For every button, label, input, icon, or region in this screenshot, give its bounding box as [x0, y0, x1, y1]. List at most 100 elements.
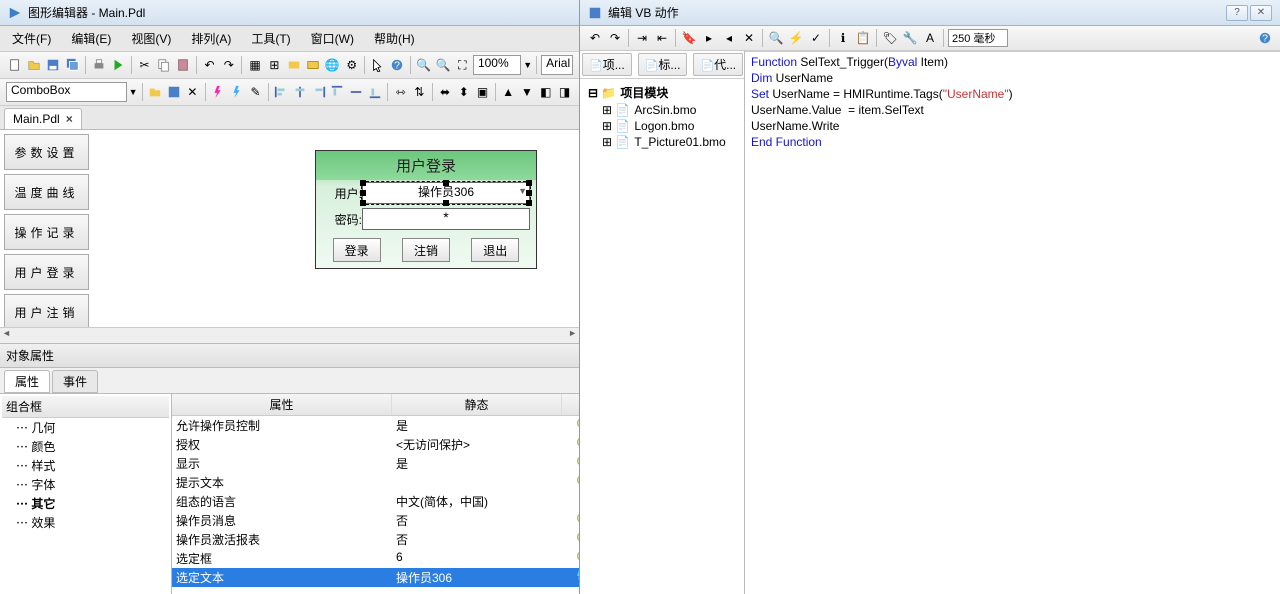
align-m-icon[interactable]	[348, 83, 365, 101]
side-btn-logout[interactable]: 用户注销	[4, 294, 89, 327]
menu-file[interactable]: 文件(F)	[8, 28, 55, 49]
vb-outdent-icon[interactable]: ⇤	[653, 29, 671, 47]
vb-help-icon[interactable]: ?	[1226, 5, 1248, 21]
vb-tab-3[interactable]: 📄代...	[693, 53, 743, 76]
pointer-icon[interactable]	[369, 56, 386, 74]
globe-icon[interactable]: 🌐	[324, 56, 341, 74]
samew-icon[interactable]: ⬌	[437, 83, 454, 101]
login-button[interactable]: 登录	[333, 238, 381, 262]
pw-input[interactable]: *	[362, 208, 530, 230]
vb-tab-1[interactable]: 📄项...	[582, 53, 632, 76]
zoomin-icon[interactable]: 🔍	[415, 56, 432, 74]
object-combo[interactable]: ComboBox	[6, 82, 127, 102]
open-icon[interactable]	[25, 56, 42, 74]
logout-button[interactable]: 注销	[402, 238, 450, 262]
paste-icon[interactable]	[175, 56, 192, 74]
help-icon[interactable]: ?	[389, 56, 406, 74]
menu-edit[interactable]: 编辑(E)	[67, 28, 115, 49]
h-scrollbar[interactable]	[0, 327, 579, 343]
user-combo[interactable]: 操作员306 ▼	[362, 182, 530, 204]
props-row-5[interactable]: 操作员消息否	[172, 511, 579, 530]
tab-main[interactable]: Main.Pdl ×	[4, 108, 82, 129]
vb-bm-next-icon[interactable]: ▸	[700, 29, 718, 47]
del-icon[interactable]: ✕	[184, 83, 201, 101]
tree-item-3[interactable]: ⊞ 📄 T_Picture01.bmo	[584, 134, 740, 150]
sameh-icon[interactable]: ⬍	[455, 83, 472, 101]
timeout-box[interactable]: 250 毫秒	[948, 29, 1008, 47]
print-icon[interactable]	[90, 56, 107, 74]
tree-root[interactable]: ⊟ 📁 项目模块	[584, 83, 740, 102]
tree-item-1[interactable]: ⊞ 📄 ArcSin.bmo	[584, 102, 740, 118]
tree-node-0[interactable]: ⋯ 几何	[2, 418, 169, 437]
side-btn-temp[interactable]: 温度曲线	[4, 174, 89, 210]
tree-node-4[interactable]: ⋯ 其它	[2, 494, 169, 513]
vb-bm-prev-icon[interactable]: ◂	[720, 29, 738, 47]
flip-v-icon[interactable]: ▼	[519, 83, 536, 101]
menu-view[interactable]: 视图(V)	[127, 28, 175, 49]
bolt2-icon[interactable]	[228, 83, 245, 101]
save-icon[interactable]	[45, 56, 62, 74]
vb-undo-icon[interactable]: ↶	[586, 29, 604, 47]
tree-node-2[interactable]: ⋯ 样式	[2, 456, 169, 475]
new-icon[interactable]	[6, 56, 23, 74]
vb-find-icon[interactable]: 🔍	[767, 29, 785, 47]
run-icon[interactable]	[110, 56, 127, 74]
props-row-4[interactable]: 组态的语言中文(简体，中国)	[172, 492, 579, 511]
tree-node-3[interactable]: ⋯ 字体	[2, 475, 169, 494]
layer2-icon[interactable]	[304, 56, 321, 74]
side-btn-params[interactable]: 参数设置	[4, 134, 89, 170]
vb-prop-icon[interactable]: 🔧	[901, 29, 919, 47]
vb-list-icon[interactable]: 📋	[854, 29, 872, 47]
exit-button[interactable]: 退出	[471, 238, 519, 262]
design-surface[interactable]: 用户登录 用户: 操作员306 ▼ 密码:	[95, 130, 579, 327]
vb-check-icon[interactable]: ✓	[807, 29, 825, 47]
snap-icon[interactable]: ⊞	[266, 56, 283, 74]
tree-item-2[interactable]: ⊞ 📄 Logon.bmo	[584, 118, 740, 134]
copy-icon[interactable]	[155, 56, 172, 74]
props-row-1[interactable]: 授权<无访问保护>	[172, 435, 579, 454]
menu-arrange[interactable]: 排列(A)	[187, 28, 235, 49]
redo-icon[interactable]: ↷	[220, 56, 237, 74]
vb-tab-2[interactable]: 📄标...	[638, 53, 688, 76]
vb-bookmark-icon[interactable]: 🔖	[680, 29, 698, 47]
align-b-icon[interactable]	[367, 83, 384, 101]
saveall-icon[interactable]	[64, 56, 81, 74]
order2-icon[interactable]: ◨	[556, 83, 573, 101]
vb-help2-icon[interactable]: ?	[1256, 29, 1274, 47]
vb-info-icon[interactable]: ℹ	[834, 29, 852, 47]
dist-v-icon[interactable]: ⇅	[411, 83, 428, 101]
align-r-icon[interactable]	[310, 83, 327, 101]
vb-comp-icon[interactable]: ⚡	[787, 29, 805, 47]
layer1-icon[interactable]	[285, 56, 302, 74]
font-combo[interactable]: Arial	[541, 55, 573, 75]
tree-head[interactable]: 组合框	[2, 396, 169, 418]
side-btn-login[interactable]: 用户登录	[4, 254, 89, 290]
props-row-6[interactable]: 操作员激活报表否	[172, 530, 579, 549]
zoomout-icon[interactable]: 🔍	[434, 56, 451, 74]
undo-icon[interactable]: ↶	[201, 56, 218, 74]
tab-close-icon[interactable]: ×	[66, 112, 73, 126]
code-editor[interactable]: Function SelText_Trigger(Byval Item) Dim…	[745, 51, 1280, 594]
settings-icon[interactable]: ⚙	[343, 56, 360, 74]
props-row-2[interactable]: 显示是	[172, 454, 579, 473]
vb-redo-icon[interactable]: ↷	[606, 29, 624, 47]
samesize-icon[interactable]: ▣	[474, 83, 491, 101]
menu-help[interactable]: 帮助(H)	[370, 28, 419, 49]
grid-icon[interactable]: ▦	[246, 56, 263, 74]
order1-icon[interactable]: ◧	[537, 83, 554, 101]
vb-pic-icon[interactable]: A	[921, 29, 939, 47]
wand-icon[interactable]: ✎	[247, 83, 264, 101]
flip-h-icon[interactable]: ▲	[500, 83, 517, 101]
zoom-combo[interactable]: 100%	[473, 55, 521, 75]
vb-tag-icon[interactable]: 🏷	[881, 29, 899, 47]
lightning-icon[interactable]	[210, 83, 227, 101]
zoomfit-icon[interactable]: ⛶	[454, 56, 471, 74]
tree-node-1[interactable]: ⋯ 颜色	[2, 437, 169, 456]
side-btn-ops[interactable]: 操作记录	[4, 214, 89, 250]
props-row-7[interactable]: 选定框6	[172, 549, 579, 568]
props-row-3[interactable]: 提示文本	[172, 473, 579, 492]
menu-window[interactable]: 窗口(W)	[307, 28, 358, 49]
props-row-8[interactable]: 选定文本操作员306	[172, 568, 579, 587]
dist-h-icon[interactable]: ⇿	[392, 83, 409, 101]
vb-indent-icon[interactable]: ⇥	[633, 29, 651, 47]
